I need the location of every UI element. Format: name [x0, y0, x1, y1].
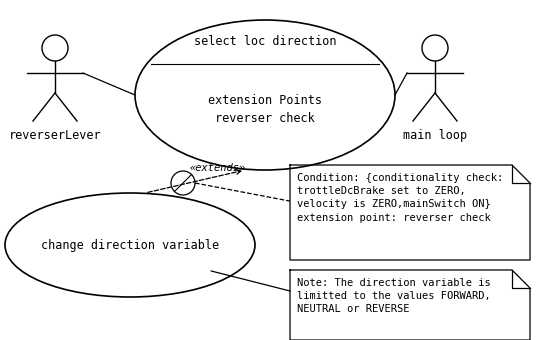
- Text: «extends»: «extends»: [190, 163, 246, 173]
- Text: change direction variable: change direction variable: [41, 238, 219, 252]
- Text: Note: The direction variable is
limitted to the values FORWARD,
NEUTRAL or REVER: Note: The direction variable is limitted…: [297, 278, 491, 315]
- Text: extension Points
reverser check: extension Points reverser check: [208, 95, 322, 125]
- Text: select loc direction: select loc direction: [194, 35, 336, 48]
- Text: Condition: {conditionality check:
trottleDcBrake set to ZERO,
velocity is ZERO,m: Condition: {conditionality check: trottl…: [297, 173, 503, 223]
- Text: reverserLever: reverserLever: [9, 129, 101, 142]
- Text: main loop: main loop: [403, 129, 467, 142]
